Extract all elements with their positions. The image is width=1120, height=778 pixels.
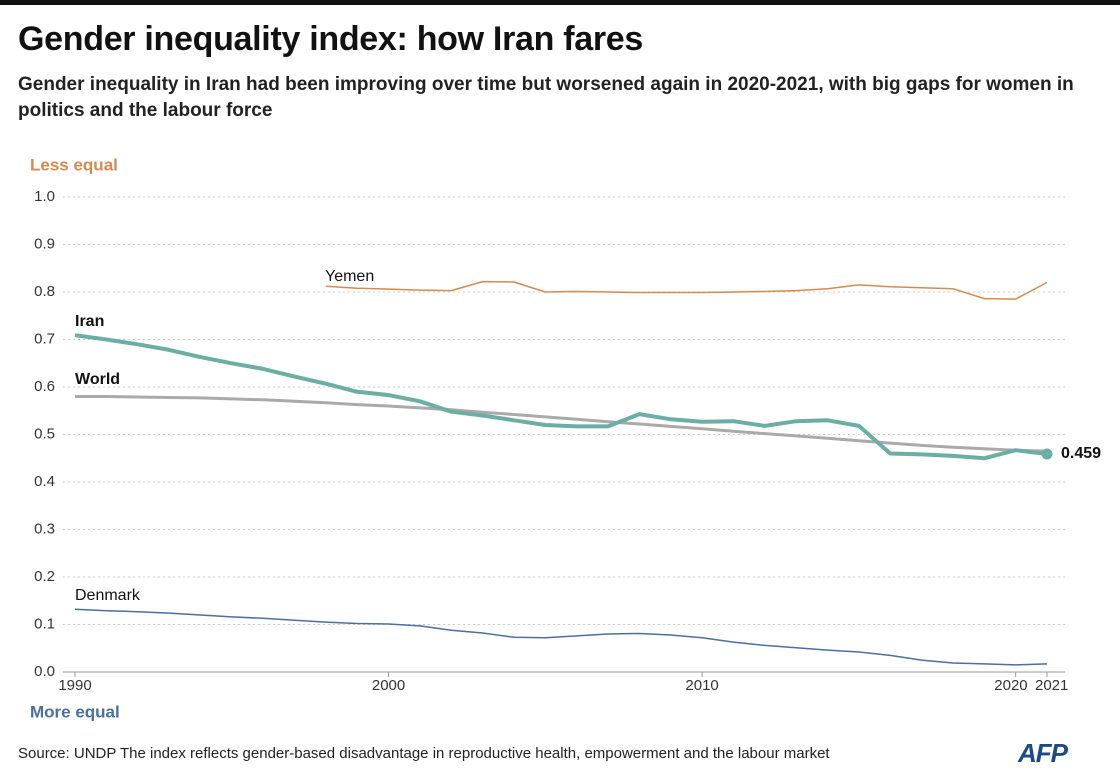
top-bar xyxy=(0,0,1120,5)
x-tick-label: 2020 xyxy=(994,677,1027,694)
y-tick-label: 1.0 xyxy=(34,188,55,205)
logo: AFP xyxy=(1018,738,1068,768)
series-line xyxy=(74,608,1048,666)
annotation: Less equal xyxy=(30,155,118,174)
series-label: Yemen xyxy=(325,268,374,285)
series-label: Denmark xyxy=(75,587,141,604)
y-tick-label: 0.9 xyxy=(34,235,55,252)
value-label: 0.459 xyxy=(1061,445,1101,462)
series-line xyxy=(75,395,1048,453)
series-line xyxy=(74,333,1048,461)
series-label: World xyxy=(75,371,120,388)
series-label: Iran xyxy=(75,313,104,330)
x-tick-label: 2021 xyxy=(1035,677,1068,694)
x-tick-label: 1990 xyxy=(58,677,91,694)
x-tick-label: 2010 xyxy=(685,677,718,694)
y-tick-label: 0.8 xyxy=(34,283,55,300)
source-note: Source: UNDP The index reflects gender-b… xyxy=(18,745,830,762)
y-tick-label: 0.2 xyxy=(34,568,55,585)
chart-subtitle: Gender inequality in Iran had been impro… xyxy=(18,74,1074,121)
y-tick-label: 0.7 xyxy=(34,330,55,347)
y-tick-label: 0.5 xyxy=(34,425,55,442)
y-tick-label: 0.0 xyxy=(34,663,55,680)
end-point xyxy=(1041,448,1053,460)
y-tick-label: 0.6 xyxy=(34,378,55,395)
y-tick-label: 0.4 xyxy=(34,473,55,490)
y-tick-label: 0.1 xyxy=(34,615,55,632)
series-line xyxy=(325,280,1048,300)
x-tick-label: 2000 xyxy=(372,677,405,694)
chart-title: Gender inequality index: how Iran fares xyxy=(18,20,644,58)
annotation: More equal xyxy=(30,702,120,721)
y-tick-label: 0.3 xyxy=(34,520,55,537)
